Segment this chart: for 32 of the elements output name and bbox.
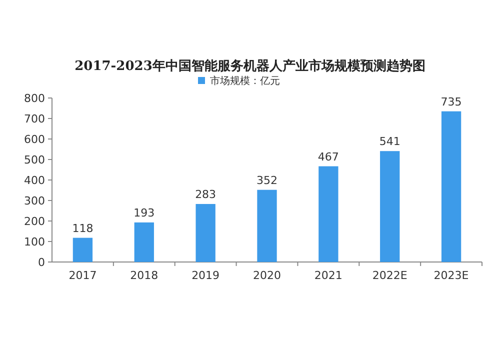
bar (380, 151, 400, 262)
data-label: 467 (318, 150, 339, 164)
bar (257, 190, 277, 262)
bar (441, 111, 462, 262)
y-tick-label: 0 (38, 256, 45, 269)
x-tick-label: 2019 (192, 269, 220, 282)
bar (134, 222, 154, 262)
y-tick-label: 800 (24, 92, 45, 105)
x-tick-label: 2022E (372, 269, 408, 282)
x-tick-label: 2021 (314, 269, 342, 282)
y-tick-label: 400 (24, 174, 45, 187)
x-tick-label: 2018 (130, 269, 158, 282)
x-tick-label: 2020 (253, 269, 281, 282)
chart-title: 2017-2023年中国智能服务机器人产业市场规模预测趋势图 (74, 58, 426, 74)
data-label: 118 (72, 222, 94, 235)
legend-label: 市场规模：亿元 (210, 75, 280, 87)
data-label: 352 (256, 174, 278, 187)
y-tick-label: 100 (24, 236, 45, 248)
x-tick-label: 2023E (434, 269, 469, 282)
bar (196, 204, 216, 262)
data-label: 735 (440, 95, 462, 108)
y-tick-label: 600 (24, 133, 45, 146)
bar (72, 238, 93, 262)
bar (318, 166, 338, 262)
data-label: 541 (379, 135, 400, 148)
y-tick-label: 200 (24, 215, 45, 228)
data-label: 283 (195, 188, 216, 201)
y-tick-label: 300 (24, 194, 45, 208)
y-tick-label: 700 (24, 112, 45, 126)
x-tick-label: 2017 (68, 269, 97, 282)
y-tick-label: 500 (24, 154, 45, 166)
data-label: 193 (134, 206, 155, 220)
